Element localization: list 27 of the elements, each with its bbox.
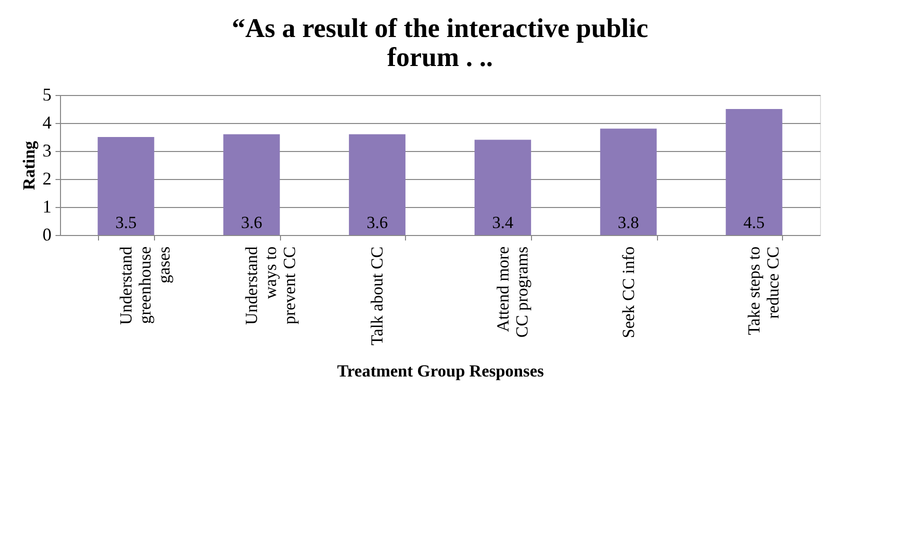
data-label: 3.5 bbox=[115, 213, 137, 232]
bar bbox=[348, 134, 406, 235]
y-tick-label: 0 bbox=[42, 224, 52, 244]
x-axis-title: Treatment Group Responses bbox=[337, 361, 544, 380]
bar bbox=[474, 140, 532, 235]
x-tick-label: Understand greenhouse gases bbox=[116, 246, 174, 325]
bar bbox=[600, 128, 657, 235]
y-tick-label: 5 bbox=[42, 84, 52, 104]
y-tick-label: 1 bbox=[42, 196, 52, 216]
bar bbox=[223, 134, 280, 235]
data-label: 3.4 bbox=[492, 213, 514, 232]
x-tick-label: Attend more CC programs bbox=[493, 246, 532, 338]
x-tick-label: Take steps to reduce CC bbox=[744, 246, 783, 336]
y-tick-label: 2 bbox=[42, 168, 52, 188]
data-label: 4.5 bbox=[743, 213, 765, 232]
data-label: 3.6 bbox=[366, 213, 388, 232]
bar bbox=[726, 109, 782, 235]
y-tick-label: 4 bbox=[42, 112, 52, 132]
x-tick-label: Talk about CC bbox=[368, 246, 387, 346]
y-tick-label: 3 bbox=[42, 140, 52, 160]
bar bbox=[98, 137, 154, 235]
chart-title: “As a result of the interactive public forum . .. bbox=[232, 13, 648, 72]
x-tick-label: Seek CC info bbox=[618, 246, 638, 338]
y-axis-title: Rating bbox=[20, 140, 38, 190]
x-tick-label: Understand ways to prevent CC bbox=[242, 246, 300, 325]
data-label: 3.8 bbox=[618, 213, 640, 232]
data-label: 3.6 bbox=[240, 213, 262, 232]
